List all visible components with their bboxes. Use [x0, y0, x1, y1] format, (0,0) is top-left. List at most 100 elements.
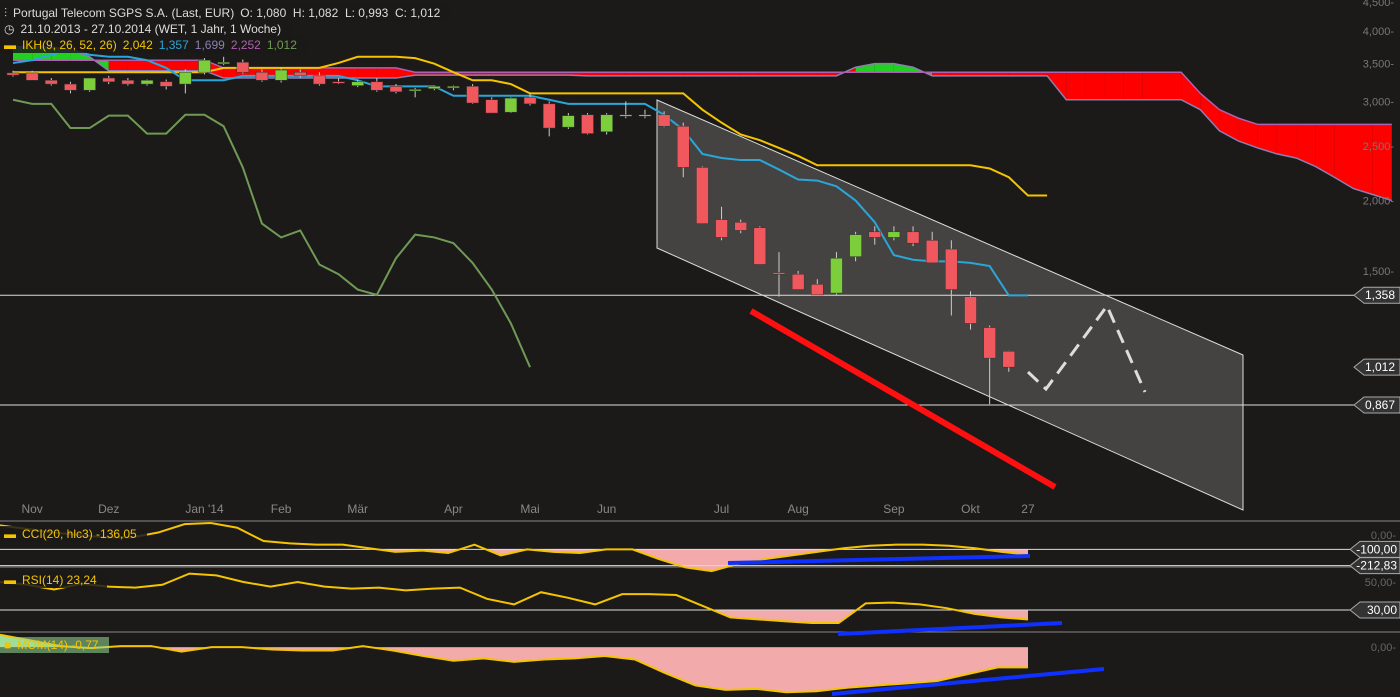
y-tick-label: 3,000- [1363, 96, 1395, 108]
candle [6, 70, 20, 77]
x-tick-label: Aug [787, 502, 808, 516]
candle-body [983, 327, 996, 359]
candle-body [1002, 351, 1016, 368]
candle [313, 72, 326, 86]
price-tag-shape [1353, 358, 1400, 376]
period-label: 21.10.2013 - 27.10.2014 (WET, 1 Jahr, 1 … [20, 22, 282, 36]
candle [179, 69, 192, 94]
candle-body [945, 248, 958, 290]
ichimoku-cloud-segment [932, 72, 952, 76]
ikh-legend[interactable]: ▬ IKH(9, 26, 52, 26) 2,042 1,357 1,699 2,252 1… [0, 37, 307, 53]
candle [294, 69, 307, 79]
ohlc-readout: O: 1,080 H: 1,082 L: 0,993 C: 1,012 [240, 6, 441, 20]
candle-body [408, 89, 422, 92]
x-tick-label: 27 [1021, 502, 1035, 516]
candle-body [102, 77, 115, 83]
candle [159, 79, 173, 90]
ichimoku-cloud-segment [1353, 124, 1373, 195]
candle-body [332, 81, 345, 84]
ikh-swatch-icon: ▬ [4, 38, 16, 52]
candle [45, 78, 58, 86]
ichimoku-cloud-segment [166, 60, 186, 71]
chart-title: Portugal Telecom SGPS S.A. (Last, EUR) [13, 6, 235, 20]
x-tick-label: Jun [597, 502, 616, 516]
candle [868, 226, 881, 245]
ichimoku-cloud-segment [1200, 93, 1220, 131]
ichimoku-cloud-segment [759, 72, 779, 76]
ichimoku-cloud-segment [1372, 124, 1392, 201]
mom-negative-fill [0, 647, 1028, 693]
candle-body [791, 273, 805, 290]
candle-body [715, 219, 728, 238]
ichimoku-cloud-segment [1123, 72, 1143, 100]
candle [370, 78, 384, 92]
ichimoku-cloud-segment [1181, 72, 1201, 110]
x-tick-label: Nov [21, 502, 42, 516]
projection-dashed-line [1026, 303, 1147, 393]
candle-body [562, 115, 575, 128]
ichimoku-cloud-segment [798, 72, 818, 76]
candle [619, 101, 633, 119]
rsi-negative-fill [0, 610, 1028, 624]
candle-body [581, 114, 594, 134]
candle-body [428, 86, 441, 89]
cci-y-tick: 0,00- [1371, 530, 1396, 542]
mom-line [0, 633, 1028, 694]
cci-divergence-line [727, 554, 1031, 565]
candle [657, 111, 671, 128]
ichimoku-cloud-segment [1085, 72, 1105, 100]
candle-body [830, 257, 843, 294]
candle-body [696, 167, 709, 224]
candle [466, 84, 479, 104]
cci-line [0, 522, 1029, 573]
candle-body [677, 125, 690, 168]
candle [542, 101, 556, 137]
candle-body [925, 240, 939, 264]
candle-body [504, 97, 518, 113]
chart-title-legend: ⫶ Portugal Telecom SGPS S.A. (Last, EUR) O… [0, 5, 451, 21]
period-legend: ◷ 21.10.2013 - 27.10.2014 (WET, 1 Jahr, 1… [0, 21, 292, 37]
candle-body [198, 59, 211, 73]
candle-body [964, 296, 977, 324]
price-line-tag: 0,867 [1353, 396, 1400, 414]
red-trend-line [749, 308, 1057, 490]
candle [83, 77, 96, 92]
y-tick-label: 4,500- [1363, 0, 1395, 9]
candle [428, 85, 441, 91]
cci-swatch-icon: ▬ [4, 527, 16, 541]
candle [523, 93, 537, 106]
candle-body [64, 83, 77, 91]
ichimoku-cloud-segment [1238, 118, 1258, 148]
x-tick-label: Feb [271, 502, 292, 516]
ichimoku-cloud-segment [664, 72, 684, 76]
candle [696, 166, 709, 224]
ikh-span-b-value: 2,252 [230, 38, 261, 52]
x-tick-label: Okt [961, 502, 980, 516]
cci-legend[interactable]: ▬ CCI(20, hlc3) -136,05 [0, 526, 147, 542]
ichimoku-cloud-segment [683, 72, 703, 76]
mom-legend[interactable]: ■ MOM(14) -0,77 [0, 637, 109, 653]
x-tick-label: Mär [347, 502, 368, 516]
ichimoku-cloud-segment [1008, 72, 1028, 76]
candle-body [466, 86, 479, 104]
rsi-legend[interactable]: ▬ RSI(14) 23,24 [0, 572, 107, 588]
rsi-swatch-icon: ▬ [4, 573, 16, 587]
candle [964, 291, 977, 330]
price-tag-label: 0,867 [1365, 398, 1395, 412]
candle [983, 325, 996, 405]
ichimoku-cloud-segment [1296, 124, 1316, 167]
chart-type-icon[interactable]: ⫶ [4, 6, 8, 20]
mom-divergence-line [831, 667, 1105, 696]
ichimoku-cloud-segment [1334, 124, 1354, 189]
x-tick-label: Mai [520, 502, 539, 516]
candle [140, 79, 154, 86]
ichimoku-cloud-segment [357, 67, 377, 79]
y-tick-label: 3,500- [1363, 59, 1395, 71]
candle-body [600, 114, 613, 132]
candle [255, 69, 269, 82]
x-tick-label: Jul [714, 502, 729, 516]
clock-icon: ◷ [4, 22, 15, 36]
ichimoku-cloud-segment [644, 72, 665, 76]
candle-body [906, 231, 920, 244]
ichimoku-cloud-segment [1027, 72, 1048, 76]
